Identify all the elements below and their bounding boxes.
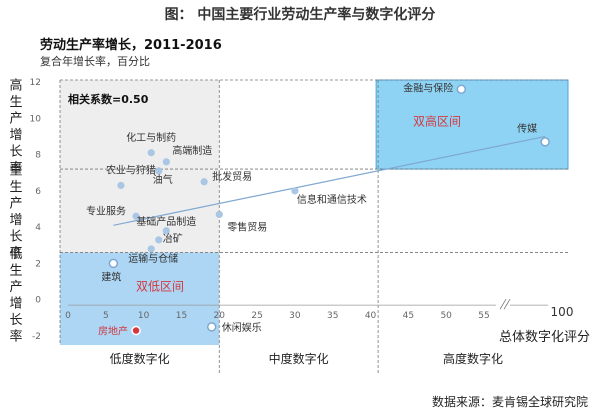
point-label: 油气 xyxy=(153,173,173,186)
data-point xyxy=(162,227,170,235)
x-tick-label: 10 xyxy=(138,311,150,321)
trendline xyxy=(113,135,546,226)
x-tick-label: 5 xyxy=(103,311,109,321)
data-point xyxy=(456,84,467,95)
data-point xyxy=(540,137,550,147)
x-band-label: 高度数字化 xyxy=(443,351,503,366)
x-tick-label: 25 xyxy=(251,311,262,321)
point-label: 信息和通信技术 xyxy=(297,193,367,206)
x-axis-title: 总体数字化评分 xyxy=(499,330,590,345)
y-band-label: 低生产增长率 xyxy=(9,247,22,345)
x-tick-label: 30 xyxy=(289,311,301,321)
y-tick-label: 2 xyxy=(35,259,41,269)
point-label: 高端制造 xyxy=(172,144,212,157)
point-label: 化工与制药 xyxy=(126,131,176,144)
point-label: 零售贸易 xyxy=(227,220,267,233)
data-point xyxy=(132,212,140,220)
low-low-zone-label: 双低区间 xyxy=(136,280,184,294)
x-tick-label: 35 xyxy=(327,311,338,321)
points-layer xyxy=(108,84,550,336)
source-note: 数据来源：麦肯锡全球研究院 xyxy=(432,394,588,409)
point-label: 专业服务 xyxy=(86,204,126,217)
x-tick-label: 55 xyxy=(478,311,489,321)
data-point xyxy=(200,178,208,186)
trendline-layer xyxy=(113,135,546,226)
chart-subtitle: 复合年增长率，百分比 xyxy=(40,54,150,68)
data-point xyxy=(117,181,125,190)
point-label: 金融与保险 xyxy=(403,81,453,94)
x-tick-label: 45 xyxy=(403,311,414,321)
y-tick-label: 4 xyxy=(35,223,41,233)
data-point xyxy=(291,187,299,195)
data-point xyxy=(155,167,163,175)
figure-title: 图： 中国主要行业劳动生产率与数字化评分 xyxy=(165,6,436,23)
x-end-tick-label: 100 xyxy=(551,305,574,319)
chart-title: 劳动生产率增长，2011-2016 xyxy=(40,37,222,53)
x-tick-label: 0 xyxy=(65,311,71,321)
data-point xyxy=(108,258,119,269)
y-tick-label: 8 xyxy=(35,151,41,161)
gray-zone xyxy=(60,80,220,253)
data-point xyxy=(215,210,223,219)
y-tick-label: 10 xyxy=(30,114,42,124)
point-label: 冶矿 xyxy=(163,232,183,245)
zones-layer xyxy=(60,79,569,345)
point-label: 建筑 xyxy=(101,270,121,283)
x-tick-label: 20 xyxy=(214,311,226,321)
x-band-label: 中度数字化 xyxy=(269,351,329,366)
data-point xyxy=(147,245,155,253)
y-tick-label: 12 xyxy=(30,78,41,88)
point-label: 基础产品制造 xyxy=(136,215,196,228)
y-tick-label: 6 xyxy=(35,187,41,197)
y-tick-label: -2 xyxy=(32,332,41,342)
grid-layer xyxy=(59,79,568,375)
correlation-label: 相关系数=0.50 xyxy=(68,92,149,106)
x-tick-label: 50 xyxy=(440,311,452,321)
y-tick-label: 0 xyxy=(35,296,41,306)
x-tick-label: 40 xyxy=(365,311,377,321)
data-point xyxy=(162,158,170,166)
point-label: 房地产 xyxy=(98,325,128,338)
x-tick-label: 15 xyxy=(176,311,187,321)
high-high-zone-label: 双高区间 xyxy=(413,114,461,129)
axes-layer: 0 5 10 15 20 25 30 35 40 45 50 55 100 -2 0 2 4 6 8 10 12 总体数字… xyxy=(9,77,590,366)
data-point xyxy=(131,325,141,336)
data-point xyxy=(206,322,217,332)
point-label: 休闲娱乐 xyxy=(222,321,262,334)
point-label: 批发贸易 xyxy=(212,170,252,183)
y-band-label: 高生产增长率 xyxy=(9,77,22,176)
point-label: 传媒 xyxy=(517,123,537,135)
x-band-label: 低度数字化 xyxy=(110,351,170,366)
data-point xyxy=(147,149,155,157)
axis-break-mark xyxy=(499,298,507,310)
point-label: 运输与仓储 xyxy=(128,252,178,265)
y-band-label: 重生产增长率 xyxy=(9,163,22,262)
data-point xyxy=(155,236,163,244)
axis-break-mark xyxy=(503,298,511,310)
point-label: 农业与狩猎 xyxy=(106,163,156,176)
